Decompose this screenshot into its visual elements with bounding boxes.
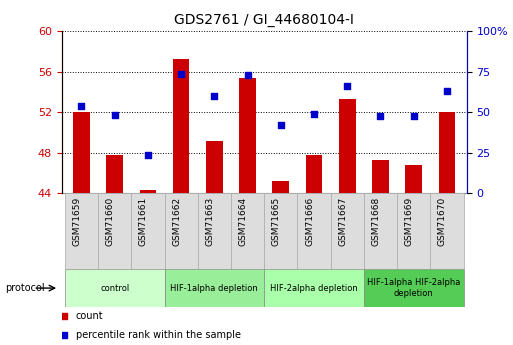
Bar — [165, 193, 198, 269]
Text: count: count — [76, 311, 103, 321]
Point — [225, 86, 233, 92]
Bar — [165, 269, 264, 307]
Bar — [264, 193, 298, 269]
Bar — [439, 112, 455, 193]
Bar — [65, 269, 165, 307]
Text: GSM71668: GSM71668 — [371, 197, 381, 246]
Bar — [131, 193, 165, 269]
Text: GSM71661: GSM71661 — [139, 197, 148, 246]
Bar — [264, 269, 364, 307]
Bar — [206, 140, 223, 193]
Point — [277, 122, 285, 128]
Bar — [272, 181, 289, 193]
Point — [210, 93, 219, 99]
Point — [409, 114, 418, 119]
Text: HIF-1alpha depletion: HIF-1alpha depletion — [170, 284, 258, 293]
Bar — [306, 155, 322, 193]
Bar — [397, 193, 430, 269]
Text: GSM71664: GSM71664 — [239, 197, 248, 246]
Text: GSM71666: GSM71666 — [305, 197, 314, 246]
Bar — [339, 99, 356, 193]
Text: protocol: protocol — [5, 283, 45, 293]
Point — [144, 152, 152, 158]
Point — [177, 71, 185, 77]
Bar — [364, 193, 397, 269]
Title: GDS2761 / GI_44680104-I: GDS2761 / GI_44680104-I — [174, 13, 354, 27]
Point — [343, 83, 351, 89]
Bar — [298, 193, 331, 269]
Text: HIF-1alpha HIF-2alpha
depletion: HIF-1alpha HIF-2alpha depletion — [367, 278, 460, 298]
Bar — [98, 193, 131, 269]
Text: GSM71669: GSM71669 — [405, 197, 413, 246]
Text: GSM71670: GSM71670 — [438, 197, 447, 246]
Text: GSM71660: GSM71660 — [106, 197, 115, 246]
Text: GSM71665: GSM71665 — [272, 197, 281, 246]
Text: percentile rank within the sample: percentile rank within the sample — [76, 330, 241, 339]
Bar — [331, 193, 364, 269]
Text: GSM71663: GSM71663 — [205, 197, 214, 246]
Bar — [140, 190, 156, 193]
Text: GSM71662: GSM71662 — [172, 197, 181, 246]
Point — [244, 72, 252, 78]
Point — [377, 114, 385, 119]
Bar — [198, 193, 231, 269]
Point — [443, 88, 451, 94]
Bar — [239, 78, 256, 193]
Text: HIF-2alpha depletion: HIF-2alpha depletion — [270, 284, 358, 293]
Text: GSM71659: GSM71659 — [72, 197, 82, 246]
Point — [77, 104, 86, 109]
Bar — [364, 269, 464, 307]
Point — [111, 112, 119, 117]
Point — [310, 111, 318, 117]
Text: GSM71667: GSM71667 — [338, 197, 347, 246]
Bar — [65, 193, 98, 269]
Bar — [73, 112, 90, 193]
Point — [225, 259, 233, 264]
Bar — [430, 193, 464, 269]
Bar — [231, 193, 264, 269]
Bar — [405, 165, 422, 193]
Text: control: control — [100, 284, 129, 293]
Bar — [106, 155, 123, 193]
Bar — [173, 59, 189, 193]
Bar — [372, 160, 389, 193]
